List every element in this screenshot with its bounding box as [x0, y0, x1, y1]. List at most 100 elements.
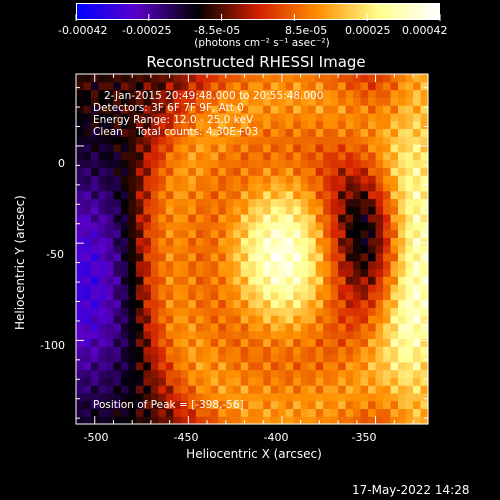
heatmap-cell [308, 416, 317, 425]
heatmap-cell [90, 120, 100, 130]
heatmap-cell [165, 408, 174, 417]
heatmap-cell [165, 120, 174, 130]
heatmap-cell [218, 229, 227, 238]
heatmap-cell [98, 260, 107, 270]
heatmap-cell [98, 268, 107, 277]
heatmap-cell [293, 167, 302, 176]
heatmap-cell [375, 268, 384, 277]
heatmap-cell [233, 268, 242, 277]
heatmap-cell [90, 89, 100, 98]
heatmap-cell [218, 307, 227, 316]
heatmap-cell [368, 338, 377, 347]
heatmap-cell [375, 198, 384, 207]
heatmap-cell [368, 198, 377, 207]
heatmap-cell [240, 307, 249, 316]
heatmap-cell [323, 400, 332, 410]
heatmap-cell [233, 416, 242, 425]
heatmap-cell [300, 276, 309, 285]
heatmap-cell [330, 128, 339, 137]
heatmap-cell [158, 229, 167, 238]
heatmap-cell [120, 284, 130, 293]
heatmap-cell [158, 361, 167, 371]
heatmap-cell [150, 416, 159, 425]
heatmap-cell [420, 400, 429, 410]
heatmap-cell [135, 268, 144, 277]
heatmap-cell [240, 299, 249, 308]
heatmap-cell [225, 284, 234, 293]
heatmap-cell [135, 136, 144, 145]
heatmap-cell [188, 120, 197, 130]
heatmap-cell [360, 377, 369, 386]
heatmap-cell [195, 144, 204, 153]
heatmap-cell [315, 369, 324, 378]
heatmap-cell [165, 268, 174, 277]
heatmap-cell [98, 284, 107, 293]
heatmap-cell [405, 81, 414, 91]
heatmap-cell [248, 105, 257, 114]
heatmap-cell [128, 276, 137, 285]
heatmap-cell [383, 284, 392, 293]
heatmap-cell [120, 206, 130, 215]
heatmap-cell [413, 81, 422, 91]
heatmap-cell [128, 315, 137, 324]
heatmap-cell [143, 182, 152, 192]
heatmap-cell [315, 144, 324, 153]
heatmap-cell [405, 408, 414, 417]
heatmap-cell [210, 198, 219, 207]
heatmap-cell [390, 385, 399, 394]
heatmap-cell [76, 322, 85, 332]
heatmap-cell [293, 136, 302, 145]
heatmap-cell [413, 369, 422, 378]
heatmap-cell [398, 229, 407, 238]
heatmap-cell [278, 105, 287, 114]
heatmap-cell [203, 354, 212, 363]
heatmap-cell [390, 144, 399, 153]
heatmap-cell [338, 97, 347, 106]
heatmap-cell [255, 346, 264, 355]
heatmap-cell [233, 221, 242, 231]
heatmap-cell [270, 151, 279, 161]
heatmap-cell [165, 182, 174, 192]
heatmap-cell [383, 182, 392, 192]
heatmap-cell [233, 198, 242, 207]
heatmap-cell [180, 214, 189, 223]
heatmap-cell [113, 214, 122, 223]
heatmap-cell [83, 330, 92, 340]
heatmap-cell [263, 74, 272, 83]
heatmap-cell [255, 416, 264, 425]
heatmap-cell [263, 354, 272, 363]
heatmap-cell [203, 377, 212, 386]
heatmap-cell [285, 354, 294, 363]
heatmap-cell [143, 167, 152, 176]
heatmap-cell [300, 190, 309, 200]
heatmap-cell [105, 237, 115, 246]
heatmap-cell [398, 182, 407, 192]
heatmap-cell [203, 268, 212, 277]
heatmap-cell [405, 112, 414, 122]
heatmap-cell [308, 276, 317, 285]
heatmap-cell [233, 229, 242, 238]
heatmap-cell [225, 112, 234, 122]
heatmap-cell [255, 330, 264, 340]
heatmap-cell [135, 276, 144, 285]
heatmap-cell [338, 167, 347, 176]
heatmap-cell [405, 105, 414, 114]
heatmap-cell [315, 198, 324, 207]
heatmap-cell [383, 97, 392, 106]
heatmap-cell [308, 377, 317, 386]
heatmap-cell [165, 159, 174, 168]
heatmap-cell [203, 330, 212, 340]
heatmap-cell [330, 260, 339, 270]
heatmap-cell [353, 299, 362, 308]
heatmap-cell [413, 245, 422, 254]
heatmap-cell [413, 377, 422, 386]
heatmap-cell [270, 252, 279, 262]
heatmap-cell [278, 237, 287, 246]
heatmap-cell [405, 190, 414, 200]
heatmap-cell [383, 167, 392, 176]
heatmap-cell [345, 291, 354, 301]
heatmap-cell [420, 330, 429, 340]
heatmap-cell [255, 190, 264, 200]
heatmap-cell [203, 190, 212, 200]
heatmap-cell [270, 276, 279, 285]
